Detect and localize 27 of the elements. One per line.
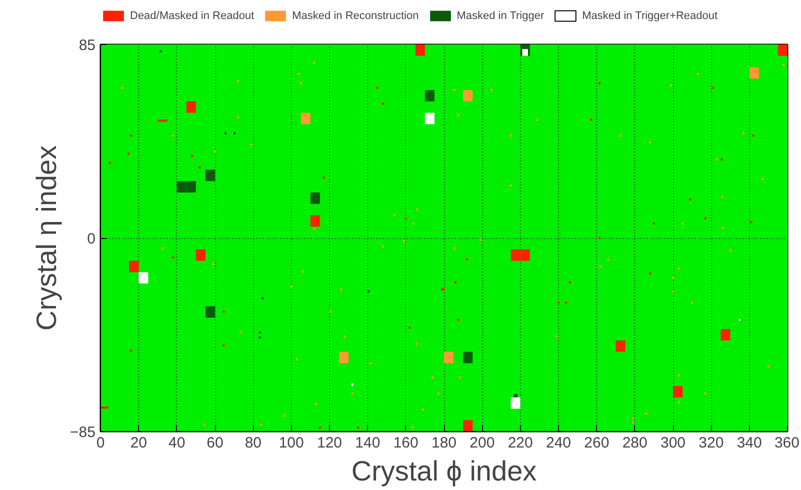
x-tick-label: 80: [244, 434, 262, 452]
x-tick-label: 20: [130, 434, 148, 452]
y-tick-label: 0: [87, 230, 96, 248]
x-tick-label: 60: [206, 434, 224, 452]
x-tick-label: 180: [431, 434, 457, 452]
x-tick-label: 320: [698, 434, 724, 452]
x-tick-label: 260: [584, 434, 610, 452]
x-tick-label: 300: [660, 434, 686, 452]
x-tick-label: 200: [470, 434, 495, 452]
x-tick-label: 280: [622, 434, 648, 452]
x-tick-label: 120: [316, 434, 342, 452]
x-tick-label: 340: [736, 434, 762, 452]
legend-label: Masked in Trigger+Readout: [582, 10, 718, 22]
x-tick-label: 40: [168, 434, 186, 452]
x-tick-label: 360: [774, 434, 800, 452]
y-tick-label: 85: [78, 37, 96, 54]
legend-label: Masked in Trigger: [456, 10, 544, 22]
x-axis-title: Crystal ϕ index: [351, 456, 537, 486]
x-tick-label: 220: [508, 434, 533, 452]
legend-label: Dead/Masked in Readout: [130, 10, 254, 22]
x-tick-label: 160: [393, 434, 418, 452]
x-tick-label: 240: [546, 434, 572, 452]
y-tick-label: −85: [70, 424, 96, 441]
x-tick-label: 100: [278, 434, 304, 452]
legend-label: Masked in Reconstruction: [292, 10, 419, 22]
y-axis-title: Crystal η index: [31, 145, 62, 331]
x-tick-label: 140: [355, 434, 380, 452]
